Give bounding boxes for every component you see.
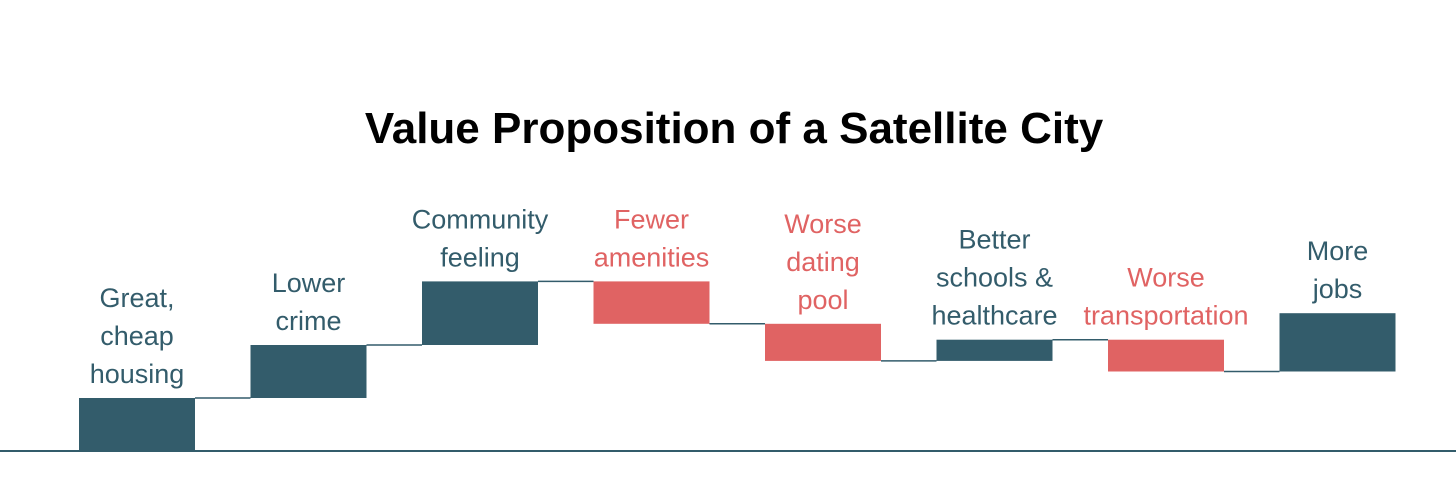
bar-2 bbox=[250, 345, 367, 398]
category-label-line: dating bbox=[786, 247, 860, 277]
bar-4 bbox=[593, 281, 710, 324]
category-label-line: Lower bbox=[272, 268, 346, 298]
category-label-line: amenities bbox=[594, 242, 710, 272]
labels: Great, cheap housing Lower crime Community fee… bbox=[90, 204, 1369, 389]
bars bbox=[79, 281, 1396, 451]
category-label-line: Great, bbox=[99, 283, 174, 313]
category-label-line: transportation bbox=[1083, 301, 1248, 331]
category-label-line: healthcare bbox=[931, 301, 1057, 331]
category-label-line: feeling bbox=[440, 242, 520, 272]
category-label-line: Worse bbox=[784, 209, 862, 239]
category-label-7: Worse transportation bbox=[1083, 263, 1248, 331]
category-label-8: More jobs bbox=[1307, 236, 1369, 304]
category-label-line: pool bbox=[797, 285, 848, 315]
category-label-line: crime bbox=[276, 306, 342, 336]
category-label-line: cheap bbox=[100, 321, 174, 351]
bar-6 bbox=[936, 339, 1053, 361]
category-label-3: Community feeling bbox=[412, 204, 549, 272]
category-label-line: schools & bbox=[936, 263, 1053, 293]
category-label-1: Great, cheap housing bbox=[90, 283, 185, 389]
category-label-4: Fewer amenities bbox=[594, 204, 710, 272]
category-label-5: Worse dating pool bbox=[784, 209, 862, 315]
category-label-line: Worse bbox=[1127, 263, 1205, 293]
category-label-line: Better bbox=[958, 225, 1030, 255]
category-label-line: housing bbox=[90, 359, 185, 389]
bar-5 bbox=[765, 323, 881, 361]
category-label-line: Fewer bbox=[614, 204, 689, 234]
bar-8 bbox=[1279, 313, 1396, 372]
chart-title: Value Proposition of a Satellite City bbox=[365, 104, 1104, 153]
category-label-line: jobs bbox=[1312, 274, 1363, 304]
bar-3 bbox=[422, 281, 538, 345]
category-label-2: Lower crime bbox=[272, 268, 346, 336]
connectors bbox=[195, 280, 1280, 399]
bar-1 bbox=[79, 398, 195, 451]
category-label-6: Better schools & healthcare bbox=[931, 225, 1057, 331]
category-label-line: More bbox=[1307, 236, 1369, 266]
bar-7 bbox=[1108, 339, 1224, 372]
category-label-line: Community bbox=[412, 204, 549, 234]
